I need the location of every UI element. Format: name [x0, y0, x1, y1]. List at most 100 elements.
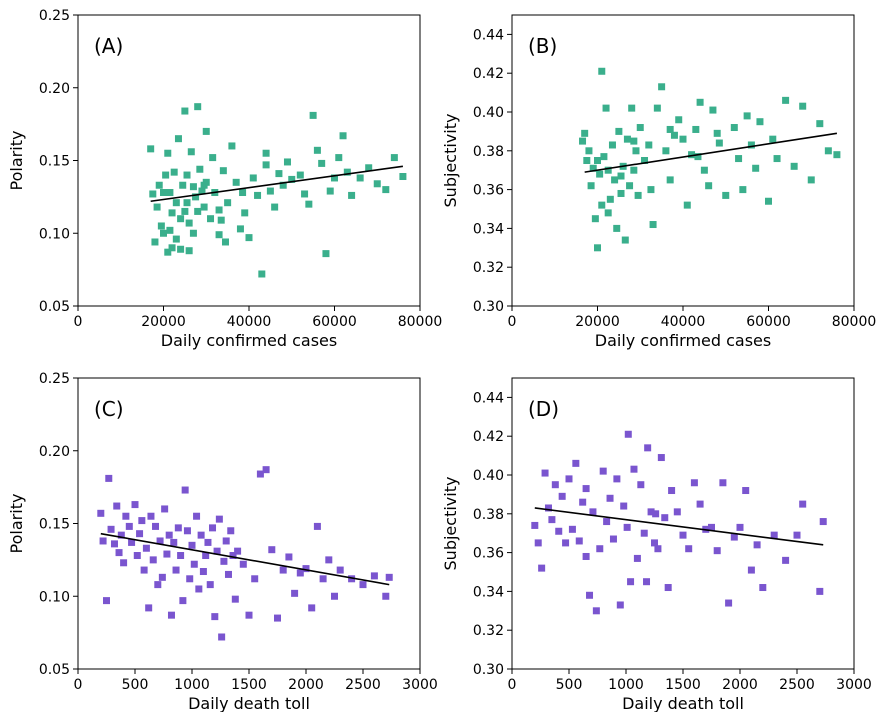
scatter-point	[637, 481, 644, 488]
scatter-point	[737, 524, 744, 531]
scatter-point	[615, 128, 622, 135]
scatter-point	[320, 575, 327, 582]
scatter-point	[555, 528, 562, 535]
scatter-point	[301, 190, 308, 197]
y-tick-label: 0.25	[39, 8, 70, 24]
x-tick-label: 1500	[231, 677, 267, 693]
scatter-point	[799, 501, 806, 508]
scatter-point	[122, 513, 129, 520]
scatter-point	[239, 189, 246, 196]
scatter-point	[825, 147, 832, 154]
scatter-point	[285, 553, 292, 560]
scatter-point	[179, 597, 186, 604]
scatter-point	[147, 145, 154, 152]
scatter-point	[658, 454, 665, 461]
scatter-point	[152, 523, 159, 530]
plot-frame-b	[512, 15, 854, 306]
scatter-point	[722, 192, 729, 199]
scatter-point	[190, 183, 197, 190]
scatter-point	[186, 220, 193, 227]
scatter-point	[697, 501, 704, 508]
scatter-point	[189, 542, 196, 549]
scatter-point	[816, 588, 823, 595]
y-tick-label: 0.36	[473, 546, 504, 562]
scatter-point	[240, 561, 247, 568]
y-tick-label: 0.34	[473, 584, 504, 600]
scatter-point	[177, 246, 184, 253]
scatter-point	[572, 460, 579, 467]
scatter-point	[576, 537, 583, 544]
x-tick-label: 3000	[836, 677, 872, 693]
scatter-point	[204, 539, 211, 546]
scatter-point	[274, 615, 281, 622]
scatter-point	[607, 196, 614, 203]
scatter-point	[665, 584, 672, 591]
scatter-point	[132, 501, 139, 508]
scatter-point	[569, 526, 576, 533]
scatter-point	[714, 130, 721, 137]
scatter-point	[201, 204, 208, 211]
scatter-point	[154, 204, 161, 211]
scatter-point	[731, 534, 738, 541]
scatter-point	[535, 539, 542, 546]
scatter-point	[382, 593, 389, 600]
scatter-point	[159, 574, 166, 581]
plot-frame-d	[512, 378, 854, 669]
y-tick-label: 0.25	[39, 371, 70, 387]
x-tick-label: 0	[74, 314, 83, 330]
x-tick-label: 3000	[402, 677, 438, 693]
scatter-point	[181, 208, 188, 215]
scatter-point	[630, 138, 637, 145]
scatter-point	[263, 161, 270, 168]
scatter-point	[308, 604, 315, 611]
scatter-point	[626, 182, 633, 189]
scatter-point	[263, 466, 270, 473]
scatter-point	[371, 572, 378, 579]
scatter-point	[658, 83, 665, 90]
plot-frame-a	[78, 15, 420, 306]
scatter-point	[193, 513, 200, 520]
scatter-point	[618, 173, 625, 180]
scatter-point	[542, 470, 549, 477]
scatter-point	[583, 157, 590, 164]
scatter-point	[742, 487, 749, 494]
scatter-point	[141, 567, 148, 574]
scatter-point	[624, 524, 631, 531]
scatter-point	[620, 503, 627, 510]
scatter-point	[190, 230, 197, 237]
scatter-point	[194, 208, 201, 215]
scatter-point	[808, 176, 815, 183]
x-axis-label: Daily confirmed cases	[595, 331, 771, 350]
scatter-point	[754, 541, 761, 548]
scatter-point	[820, 518, 827, 525]
x-tick-label: 2500	[779, 677, 815, 693]
scatter-point	[654, 545, 661, 552]
y-tick-label: 0.42	[473, 429, 504, 445]
x-tick-label: 0	[508, 677, 517, 693]
scatter-point	[322, 250, 329, 257]
scatter-point	[291, 590, 298, 597]
scatter-point	[799, 103, 806, 110]
y-tick-label: 0.40	[473, 105, 504, 121]
scatter-point	[134, 552, 141, 559]
x-tick-label: 2000	[288, 677, 324, 693]
scatter-point	[618, 190, 625, 197]
scatter-point	[116, 549, 123, 556]
scatter-point	[680, 136, 687, 143]
scatter-point	[752, 165, 759, 172]
scatter-point	[284, 158, 291, 165]
scatter-point	[184, 527, 191, 534]
x-tick-label: 0	[508, 314, 517, 330]
scatter-point	[120, 559, 127, 566]
scatter-point	[209, 154, 216, 161]
scatter-point	[637, 124, 644, 131]
y-tick-label: 0.36	[473, 183, 504, 199]
scatter-point	[211, 613, 218, 620]
scatter-point	[254, 192, 261, 199]
scatter-point	[200, 568, 207, 575]
scatter-point	[605, 209, 612, 216]
x-tick-label: 1500	[665, 677, 701, 693]
scatter-point	[701, 167, 708, 174]
scatter-point	[596, 171, 603, 178]
scatter-point	[175, 135, 182, 142]
